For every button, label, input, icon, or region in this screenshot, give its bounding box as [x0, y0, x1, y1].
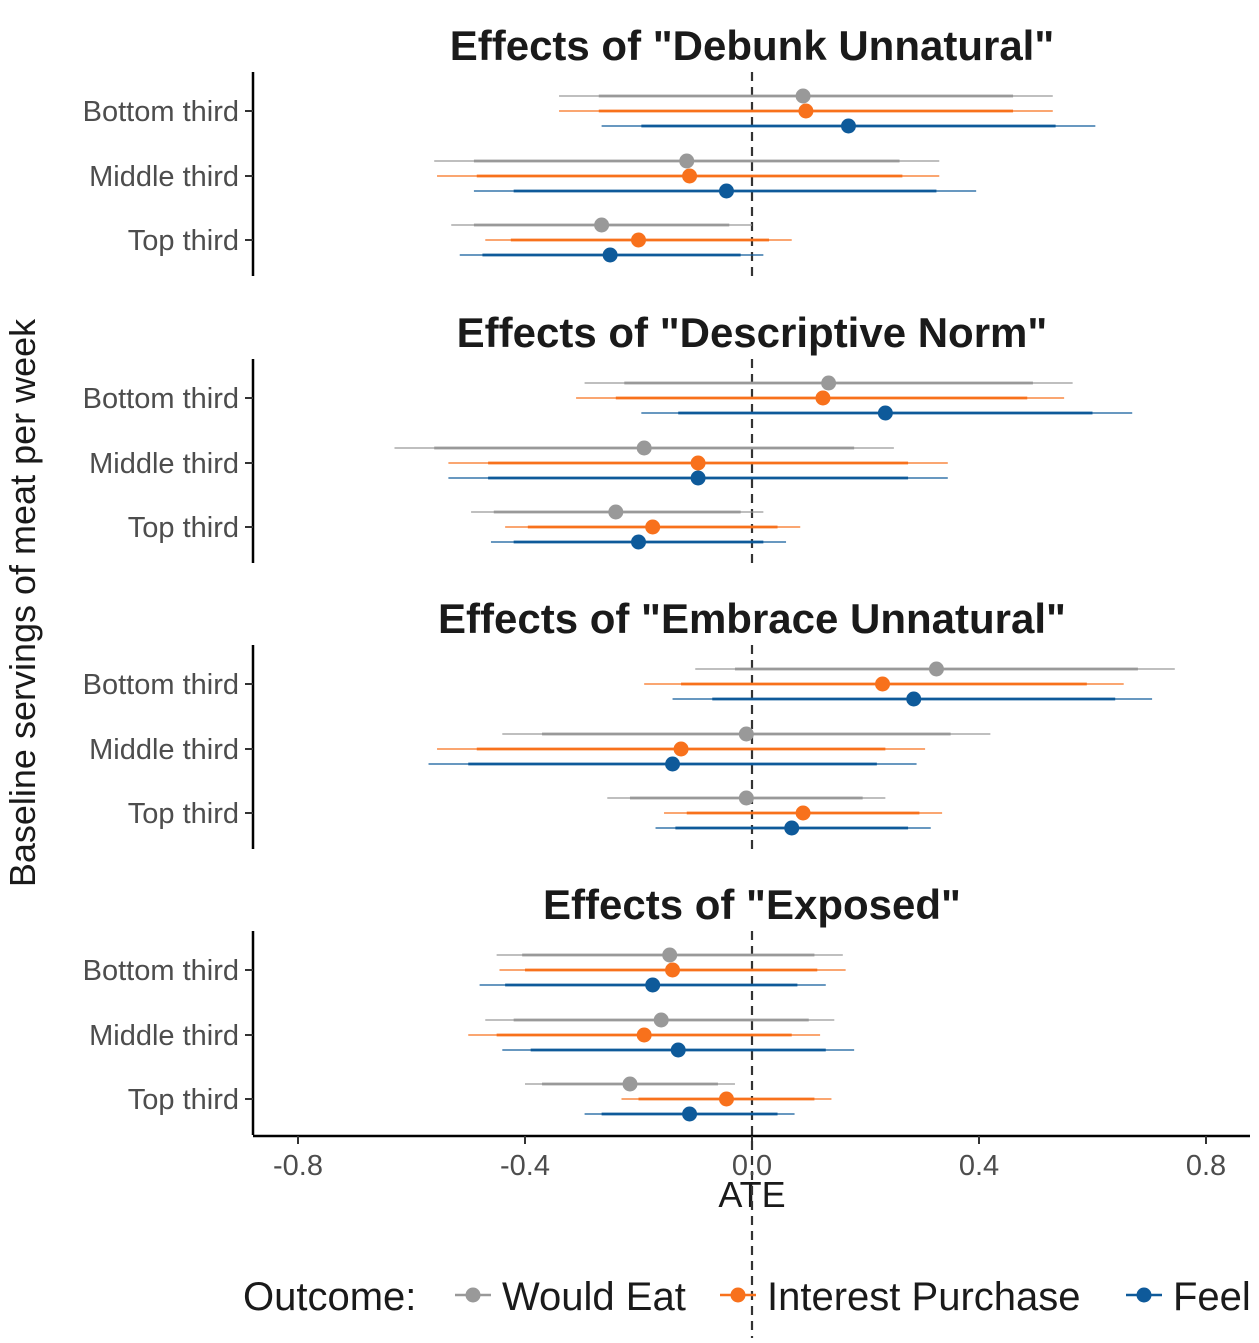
y-tick-label: Bottom third [83, 383, 239, 415]
panel-title: Effects of "Descriptive Norm" [457, 309, 1048, 356]
estimate-point [815, 390, 831, 406]
y-tick-label: Top third [128, 225, 239, 257]
x-tick-label: -0.8 [273, 1150, 323, 1182]
x-tick-label: 0.0 [732, 1150, 772, 1182]
estimate-point [608, 504, 624, 520]
estimate-point [602, 247, 618, 263]
y-tick-label: Bottom third [83, 955, 239, 987]
estimate-point [594, 217, 610, 233]
estimate-point [840, 118, 856, 134]
legend-item-label: Interest Purchase [767, 1275, 1081, 1319]
estimate-point [682, 1106, 698, 1122]
legend-item-label: Feel [1173, 1275, 1251, 1319]
estimate-point [798, 103, 814, 119]
estimate-point [795, 805, 811, 821]
estimate-point [673, 741, 689, 757]
y-tick-label: Middle third [89, 734, 239, 766]
estimate-point [875, 676, 891, 692]
legend-title: Outcome: [243, 1275, 416, 1319]
y-tick-label: Top third [128, 1084, 239, 1116]
estimate-point [718, 183, 734, 199]
estimate-point [690, 455, 706, 471]
estimate-point [682, 168, 698, 184]
x-tick-label: 0.4 [959, 1150, 999, 1182]
estimate-point [631, 534, 646, 550]
estimate-point [645, 519, 661, 535]
y-tick-label: Bottom third [83, 96, 239, 128]
estimate-point [631, 232, 646, 248]
panel-title: Effects of "Exposed" [543, 881, 961, 928]
estimate-point [653, 1012, 669, 1028]
y-tick-label: Middle third [89, 1020, 239, 1052]
estimate-point [821, 375, 837, 391]
x-tick-label: 0.8 [1186, 1150, 1226, 1182]
estimate-point [622, 1076, 638, 1092]
estimate-point [665, 962, 681, 978]
x-tick-label: -0.4 [500, 1150, 550, 1182]
legend-key-point [730, 1287, 746, 1303]
legend-key-point [465, 1287, 481, 1303]
estimate-point [636, 1027, 652, 1043]
estimate-point [645, 977, 661, 993]
estimate-point [738, 726, 754, 742]
estimate-point [906, 691, 922, 707]
estimate-point [665, 756, 681, 772]
legend-key-point [1136, 1287, 1152, 1303]
estimate-point [679, 153, 695, 169]
legend-item-label: Would Eat [502, 1275, 686, 1319]
panel-title: Effects of "Debunk Unnatural" [450, 22, 1055, 69]
estimate-point [928, 661, 944, 677]
estimate-point [784, 820, 800, 836]
estimate-point [662, 947, 678, 963]
y-tick-label: Bottom third [83, 669, 239, 701]
estimate-point [636, 440, 652, 456]
estimate-point [738, 790, 754, 806]
y-axis-title: Baseline servings of meat per week [2, 318, 43, 887]
estimate-point [690, 470, 706, 486]
estimate-point [795, 88, 811, 104]
estimate-point [718, 1091, 734, 1107]
estimate-point [877, 405, 893, 421]
y-tick-label: Top third [128, 512, 239, 544]
estimate-point [670, 1042, 686, 1058]
y-tick-label: Middle third [89, 161, 239, 193]
y-tick-label: Top third [128, 798, 239, 830]
panel-title: Effects of "Embrace Unnatural" [438, 595, 1066, 642]
y-tick-label: Middle third [89, 448, 239, 480]
